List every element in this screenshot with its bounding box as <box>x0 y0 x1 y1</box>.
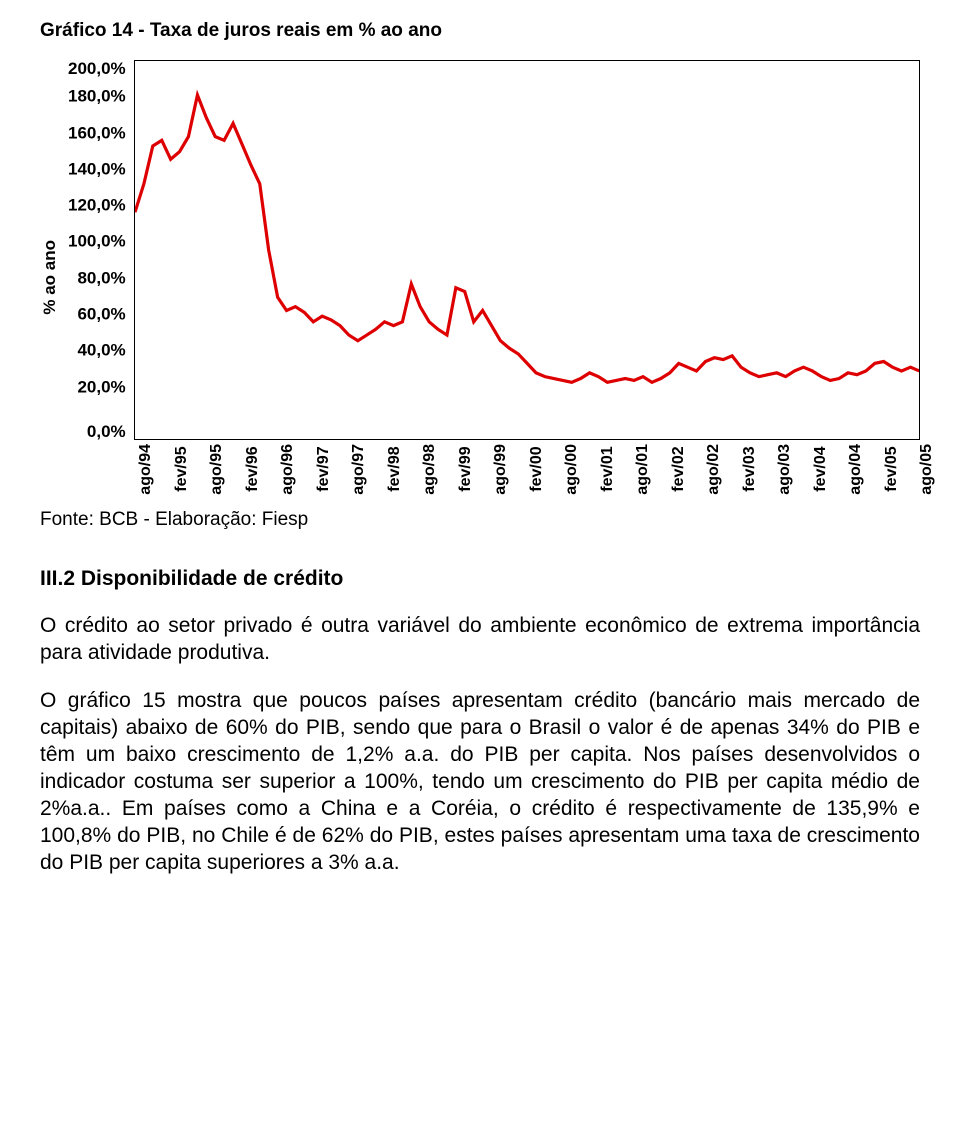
x-tick-label: ago/01 <box>635 444 636 495</box>
line-chart-svg <box>135 61 919 439</box>
paragraph-2: O gráfico 15 mostra que poucos países ap… <box>40 688 920 876</box>
x-tick-label: ago/99 <box>493 444 494 495</box>
x-tick-label: ago/96 <box>280 444 281 495</box>
chart-body: 200,0% 180,0% 160,0% 140,0% 120,0% 100,0% 80,0… <box>68 60 920 495</box>
x-tick-label: fev/95 <box>174 444 175 495</box>
x-tick-label: fev/96 <box>245 444 246 495</box>
section-heading: III.2 Disponibilidade de crédito <box>40 567 920 591</box>
y-tick-label: 160,0% <box>68 124 126 141</box>
x-tick-label: fev/01 <box>600 444 601 495</box>
plot-area <box>134 60 920 440</box>
x-axis-ticks: ago/94 fev/95 ago/95 fev/96 ago/96 fev/97 ago/… <box>138 440 920 495</box>
y-tick-label: 80,0% <box>68 269 126 286</box>
x-tick-label: ago/00 <box>564 444 565 495</box>
y-tick-label: 180,0% <box>68 88 126 105</box>
y-tick-label: 200,0% <box>68 60 126 77</box>
y-axis-label: % ao ano <box>40 240 60 315</box>
paragraph-1: O crédito ao setor privado é outra variá… <box>40 613 920 667</box>
x-tick-label: fev/99 <box>458 444 459 495</box>
x-tick-label: ago/04 <box>848 444 849 495</box>
x-tick-label: ago/05 <box>919 444 920 495</box>
chart-container: % ao ano 200,0% 180,0% 160,0% 140,0% 120,0% 1… <box>40 60 920 495</box>
y-tick-label: 20,0% <box>68 378 126 395</box>
y-tick-label: 60,0% <box>68 306 126 323</box>
x-tick-label: ago/98 <box>422 444 423 495</box>
chart-source-text: Fonte: BCB - Elaboração: Fiesp <box>40 509 920 531</box>
x-tick-label: ago/97 <box>351 444 352 495</box>
x-tick-label: ago/95 <box>209 444 210 495</box>
x-tick-label: ago/94 <box>138 444 139 495</box>
chart-title: Gráfico 14 - Taxa de juros reais em % ao… <box>40 20 920 42</box>
x-tick-label: fev/03 <box>742 444 743 495</box>
x-tick-label: ago/03 <box>777 444 778 495</box>
y-tick-label: 0,0% <box>68 423 126 440</box>
x-tick-label: fev/04 <box>813 444 814 495</box>
y-axis-ticks: 200,0% 180,0% 160,0% 140,0% 120,0% 100,0% 80,0… <box>68 60 134 440</box>
y-tick-label: 140,0% <box>68 160 126 177</box>
x-tick-label: fev/05 <box>884 444 885 495</box>
y-tick-label: 120,0% <box>68 197 126 214</box>
x-tick-label: fev/98 <box>387 444 388 495</box>
x-tick-label: ago/02 <box>706 444 707 495</box>
y-tick-label: 100,0% <box>68 233 126 250</box>
x-tick-label: fev/00 <box>529 444 530 495</box>
chart-series-line <box>135 95 919 382</box>
x-tick-label: fev/97 <box>316 444 317 495</box>
x-tick-label: fev/02 <box>671 444 672 495</box>
y-tick-label: 40,0% <box>68 342 126 359</box>
